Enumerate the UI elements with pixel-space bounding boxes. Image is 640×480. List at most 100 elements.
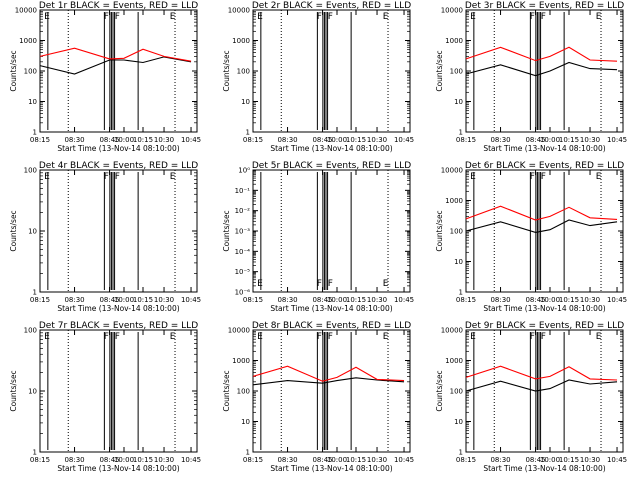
y-tick-label: 100 bbox=[24, 68, 37, 76]
x-tick-label: 10:00 bbox=[327, 136, 347, 144]
flag-letter: E bbox=[383, 332, 389, 342]
flag-letter: F bbox=[541, 12, 546, 22]
x-axis-label: Start Time (13-Nov-14 08:10:00) bbox=[483, 144, 605, 153]
x-axis-label: Start Time (13-Nov-14 08:10:00) bbox=[270, 304, 392, 313]
flag-letter: F bbox=[115, 172, 120, 182]
x-tick-label: 10:45 bbox=[394, 296, 414, 304]
x-tick-label: 10:15 bbox=[559, 296, 579, 304]
x-tick-label: 08:15 bbox=[243, 296, 263, 304]
lld-series-line bbox=[465, 365, 618, 381]
y-tick-label: 1000 bbox=[445, 357, 463, 365]
x-tick-label: 10:00 bbox=[540, 456, 560, 464]
y-tick-label: 10 bbox=[454, 258, 463, 266]
y-tick-label: 1 bbox=[459, 289, 463, 297]
flag-letter: E bbox=[257, 12, 263, 22]
x-tick-label: 10:30 bbox=[580, 296, 600, 304]
flag-letter: E bbox=[383, 12, 389, 22]
y-tick-label: 10000 bbox=[441, 167, 463, 175]
x-tick-label: 10:00 bbox=[114, 296, 134, 304]
flag-letter: F bbox=[541, 332, 546, 342]
y-tick-label: 10 bbox=[454, 98, 463, 106]
y-axis-label: Counts/sec bbox=[222, 50, 231, 91]
flag-letter: F bbox=[317, 12, 322, 22]
x-tick-label: 08:45 bbox=[99, 136, 119, 144]
panel-det-2: Det 2r BLACK = Events, RED = LLD 1 10 100 10… bbox=[222, 1, 414, 153]
y-tick-label: 1000 bbox=[445, 197, 463, 205]
flag-letter: F bbox=[530, 12, 535, 22]
flag-letter: F bbox=[541, 172, 546, 182]
x-tick-label: 10:45 bbox=[607, 456, 627, 464]
x-tick-label: 08:15 bbox=[456, 136, 476, 144]
flag-letter: F bbox=[104, 172, 109, 182]
y-tick-label: 10⁻¹ bbox=[235, 187, 251, 195]
flag-letter: E bbox=[596, 332, 602, 342]
lld-series-line bbox=[252, 365, 405, 382]
y-tick-label: 10⁻⁶ bbox=[235, 289, 251, 297]
x-tick-label: 08:45 bbox=[99, 296, 119, 304]
flag-letter: F bbox=[317, 279, 322, 289]
panel-det-5: Det 5r BLACK = Events, RED = LLD 10⁻⁶ 10⁻⁵… bbox=[222, 161, 414, 313]
x-tick-label: 08:45 bbox=[312, 136, 332, 144]
x-tick-label: 10:00 bbox=[114, 456, 134, 464]
panel-title: Det 6r BLACK = Events, RED = LLD bbox=[465, 161, 624, 171]
y-tick-label: 1 bbox=[33, 129, 37, 137]
y-tick-label: 10000 bbox=[441, 327, 463, 335]
x-tick-label: 08:45 bbox=[312, 296, 332, 304]
y-tick-label: 1000 bbox=[19, 37, 37, 45]
x-axis-label: Start Time (13-Nov-14 08:10:00) bbox=[57, 304, 179, 313]
y-axis-label: Counts/sec bbox=[9, 370, 18, 411]
y-axis-label: Counts/sec bbox=[222, 370, 231, 411]
panel-det-3: Det 3r BLACK = Events, RED = LLD 1 10 100 10… bbox=[435, 1, 627, 153]
y-axis-label: Counts/sec bbox=[9, 210, 18, 251]
panel-det-4: Det 4r BLACK = Events, RED = LLD 1 10 100 08… bbox=[9, 161, 201, 313]
x-tick-label: 08:45 bbox=[525, 296, 545, 304]
y-tick-label: 10 bbox=[28, 228, 37, 236]
x-tick-label: 08:30 bbox=[490, 456, 510, 464]
x-tick-label: 10:30 bbox=[154, 456, 174, 464]
plot-frame bbox=[252, 329, 411, 453]
x-tick-label: 10:15 bbox=[133, 136, 153, 144]
x-tick-label: 10:15 bbox=[346, 296, 366, 304]
x-tick-label: 08:15 bbox=[456, 296, 476, 304]
x-tick-label: 10:15 bbox=[559, 136, 579, 144]
x-tick-label: 08:15 bbox=[30, 456, 50, 464]
x-tick-label: 10:00 bbox=[114, 136, 134, 144]
y-tick-label: 1000 bbox=[445, 37, 463, 45]
x-tick-label: 08:30 bbox=[64, 296, 84, 304]
flag-letter: F bbox=[104, 12, 109, 22]
panel-det-1: Det 1r BLACK = Events, RED = LLD 1 10 100 10… bbox=[9, 1, 201, 153]
x-axis-label: Start Time (13-Nov-14 08:10:00) bbox=[483, 464, 605, 473]
x-tick-label: 10:15 bbox=[133, 296, 153, 304]
flag-letter: E bbox=[170, 332, 176, 342]
flag-letter: E bbox=[470, 332, 476, 342]
y-tick-label: 10⁻⁴ bbox=[235, 248, 251, 256]
x-tick-label: 10:00 bbox=[540, 136, 560, 144]
flag-letter: E bbox=[170, 12, 176, 22]
y-axis-label: Counts/sec bbox=[435, 370, 444, 411]
y-tick-label: 10000 bbox=[15, 7, 37, 15]
x-tick-label: 10:45 bbox=[394, 136, 414, 144]
y-tick-label: 1 bbox=[33, 449, 37, 457]
flag-letter: E bbox=[470, 172, 476, 182]
events-series-line bbox=[465, 379, 618, 392]
flag-letter: F bbox=[317, 332, 322, 342]
x-tick-label: 08:30 bbox=[490, 136, 510, 144]
x-axis-label: Start Time (13-Nov-14 08:10:00) bbox=[270, 464, 392, 473]
x-tick-label: 08:15 bbox=[456, 456, 476, 464]
x-tick-label: 08:30 bbox=[277, 136, 297, 144]
flag-letter: F bbox=[328, 12, 333, 22]
panel-title: Det 4r BLACK = Events, RED = LLD bbox=[39, 161, 198, 171]
y-axis-label: Counts/sec bbox=[9, 50, 18, 91]
plot-frame bbox=[465, 9, 624, 133]
flag-letter: E bbox=[383, 279, 389, 289]
x-tick-label: 10:30 bbox=[367, 136, 387, 144]
flag-letter: F bbox=[328, 279, 333, 289]
x-axis-label: Start Time (13-Nov-14 08:10:00) bbox=[57, 144, 179, 153]
x-tick-label: 10:45 bbox=[181, 136, 201, 144]
flag-letter: E bbox=[44, 172, 50, 182]
x-axis-label: Start Time (13-Nov-14 08:10:00) bbox=[270, 144, 392, 153]
x-tick-label: 10:30 bbox=[367, 296, 387, 304]
lld-series-line bbox=[465, 46, 618, 62]
x-tick-label: 10:15 bbox=[346, 456, 366, 464]
x-tick-label: 10:00 bbox=[540, 296, 560, 304]
